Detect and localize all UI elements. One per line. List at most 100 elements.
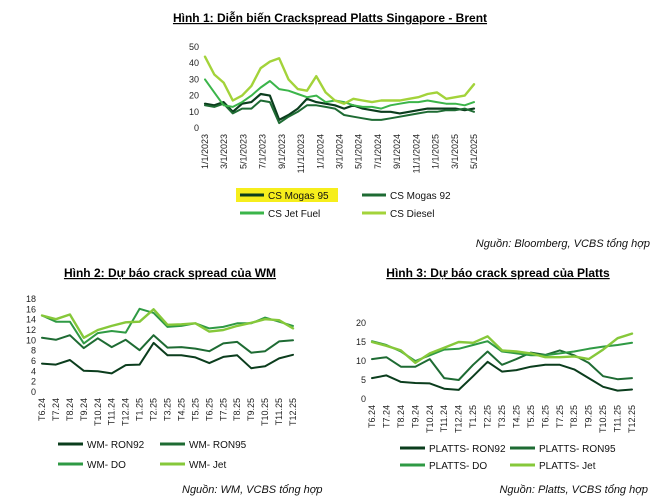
chart-3-xtick: T10.25 [598, 405, 608, 433]
chart-2-title: Hình 2: Dự báo crack spread của WM [64, 266, 276, 280]
chart-2-xtick: T12.25 [288, 398, 298, 426]
chart-1-xtick: 11/1/2024 [411, 134, 421, 173]
chart-3-xtick: T7.24 [381, 405, 391, 428]
legend-item: PLATTS- RON95 [510, 444, 616, 455]
chart-2-xtick: T9.24 [79, 398, 89, 421]
chart-2-xtick: T9.25 [246, 398, 256, 421]
chart-3-xtick: T4.25 [511, 405, 521, 428]
chart-3-title: Hình 3: Dự báo crack spread của Platts [386, 266, 610, 280]
chart-3-xtick: T8.25 [569, 405, 579, 428]
chart-2-xtick: T10.24 [93, 398, 103, 426]
chart-2-xtick: T7.24 [51, 398, 61, 421]
chart-1-xtick: 1/1/2024 [315, 134, 325, 169]
legend-label: PLATTS- Jet [539, 461, 596, 472]
chart-2-series-wm-ron95 [41, 334, 294, 354]
chart-2-xtick: T6.25 [204, 398, 214, 421]
chart-3-ytick: 10 [356, 356, 366, 366]
chart-2-ytick: 8 [31, 346, 36, 356]
chart-1-source: Nguồn: Bloomberg, VCBS tổng hợp [476, 238, 650, 250]
chart-2-xtick: T1.25 [135, 398, 145, 421]
legend-item: PLATTS- Jet [510, 461, 596, 472]
chart-1-xtick: 3/1/2024 [335, 134, 345, 169]
chart-2-ytick: 12 [26, 325, 36, 335]
chart-1-xtick: 5/1/2024 [354, 134, 364, 169]
chart-1-xtick: 1/1/2025 [431, 134, 441, 169]
legend-item: WM- DO [58, 460, 126, 471]
legend-label: PLATTS- RON92 [429, 444, 506, 455]
chart-2-xtick: T6.24 [37, 398, 47, 421]
chart-1: Hình 1: Diễn biến Crackspread Platts Sin… [173, 10, 650, 250]
chart-3-xtick: T6.24 [367, 405, 377, 428]
chart-2-xtick: T11.24 [107, 398, 117, 425]
chart-2-source: Nguồn: WM, VCBS tổng hợp [182, 484, 323, 496]
chart-2-series-wm-jet [40, 308, 295, 340]
chart-2-xtick: T8.25 [232, 398, 242, 421]
legend-item: CS Jet Fuel [240, 209, 320, 220]
legend-item: WM- RON92 [58, 440, 145, 451]
chart-3-xtick: T11.25 [613, 405, 623, 432]
chart-2-legend: WM- RON92 WM- RON95 WM- DO WM- Jet [58, 440, 247, 471]
chart-3-series-platts-ron92 [371, 360, 633, 392]
chart-3: Hình 3: Dự báo crack spread của Platts 0… [356, 266, 648, 496]
chart-3-xtick: T9.24 [410, 405, 420, 428]
legend-label: CS Mogas 95 [268, 191, 329, 202]
chart-2-series-wm-do [41, 307, 294, 345]
chart-3-series-platts-jet [370, 332, 634, 365]
chart-2-xtick: T8.24 [65, 398, 75, 421]
legend-label: WM- RON92 [87, 440, 145, 451]
chart-1-series-cs-diesel [203, 55, 476, 105]
chart-1-ytick: 40 [189, 58, 199, 68]
chart-1-xtick: 9/1/2024 [392, 134, 402, 169]
chart-2: Hình 2: Dự báo crack spread của WM 02468… [26, 266, 323, 496]
chart-1-xtick: 3/1/2023 [219, 134, 229, 169]
chart-3-xtick: T10.24 [425, 405, 435, 433]
chart-2-ytick: 4 [31, 366, 36, 376]
chart-3-xtick: T1.25 [468, 405, 478, 428]
chart-3-xtick: T3.25 [497, 405, 507, 428]
chart-3-series-platts-ron95 [371, 349, 633, 381]
chart-1-title: Hình 1: Diễn biến Crackspread Platts Sin… [173, 10, 487, 25]
legend-label: CS Mogas 92 [390, 191, 451, 202]
chart-2-xtick: T2.25 [149, 398, 159, 421]
chart-1-ytick: 30 [189, 74, 199, 84]
chart-2-xtick: T10.25 [260, 398, 270, 426]
chart-3-xtick: T12.24 [454, 405, 464, 433]
chart-2-xtick: T4.25 [176, 398, 186, 421]
chart-3-xtick: T8.24 [396, 405, 406, 428]
chart-3-source: Nguồn: Platts, VCBS tổng hợp [499, 484, 648, 496]
chart-3-xtick: T9.25 [584, 405, 594, 428]
chart-2-series-wm-ron92 [41, 341, 294, 375]
chart-1-xtick: 5/1/2025 [469, 134, 479, 169]
chart-3-ytick: 5 [361, 375, 366, 385]
chart-3-xtick: T7.25 [555, 405, 565, 428]
chart-3-xtick: T2.25 [483, 405, 493, 428]
chart-1-ytick: 0 [194, 123, 199, 133]
chart-2-ytick: 6 [31, 356, 36, 366]
chart-3-xtick: T6.25 [540, 405, 550, 428]
legend-item: WM- RON95 [160, 440, 247, 451]
chart-1-xtick: 3/1/2025 [450, 134, 460, 169]
chart-1-ytick: 50 [189, 42, 199, 52]
chart-1-ytick: 10 [189, 107, 199, 117]
chart-2-xtick: T7.25 [218, 398, 228, 421]
chart-2-ytick: 10 [26, 335, 36, 345]
chart-1-series-cs-mogas-95 [203, 92, 476, 122]
legend-item: CS Mogas 92 [362, 191, 451, 202]
legend-item: WM- Jet [160, 460, 226, 471]
chart-1-xtick: 7/1/2024 [373, 134, 383, 169]
chart-1-xtick: 1/1/2023 [200, 134, 210, 169]
chart-1-xtick: 11/1/2023 [296, 134, 306, 173]
legend-label: WM- RON95 [189, 440, 247, 451]
legend-item: CS Mogas 95 [236, 188, 338, 202]
legend-item: PLATTS- DO [400, 461, 487, 472]
legend-label: WM- DO [87, 460, 126, 471]
chart-3-ytick: 20 [356, 318, 366, 328]
chart-1-legend: CS Mogas 95 CS Mogas 92 CS Jet Fuel CS Dies… [236, 188, 451, 220]
chart-2-ytick: 18 [26, 294, 36, 304]
chart-2-ytick: 16 [26, 304, 36, 314]
chart-3-legend: PLATTS- RON92 PLATTS- RON95 PLATTS- DO PLAT… [400, 444, 616, 472]
chart-2-ytick: 0 [31, 387, 36, 397]
chart-2-ytick: 2 [31, 377, 36, 387]
chart-1-xtick: 9/1/2023 [277, 134, 287, 169]
